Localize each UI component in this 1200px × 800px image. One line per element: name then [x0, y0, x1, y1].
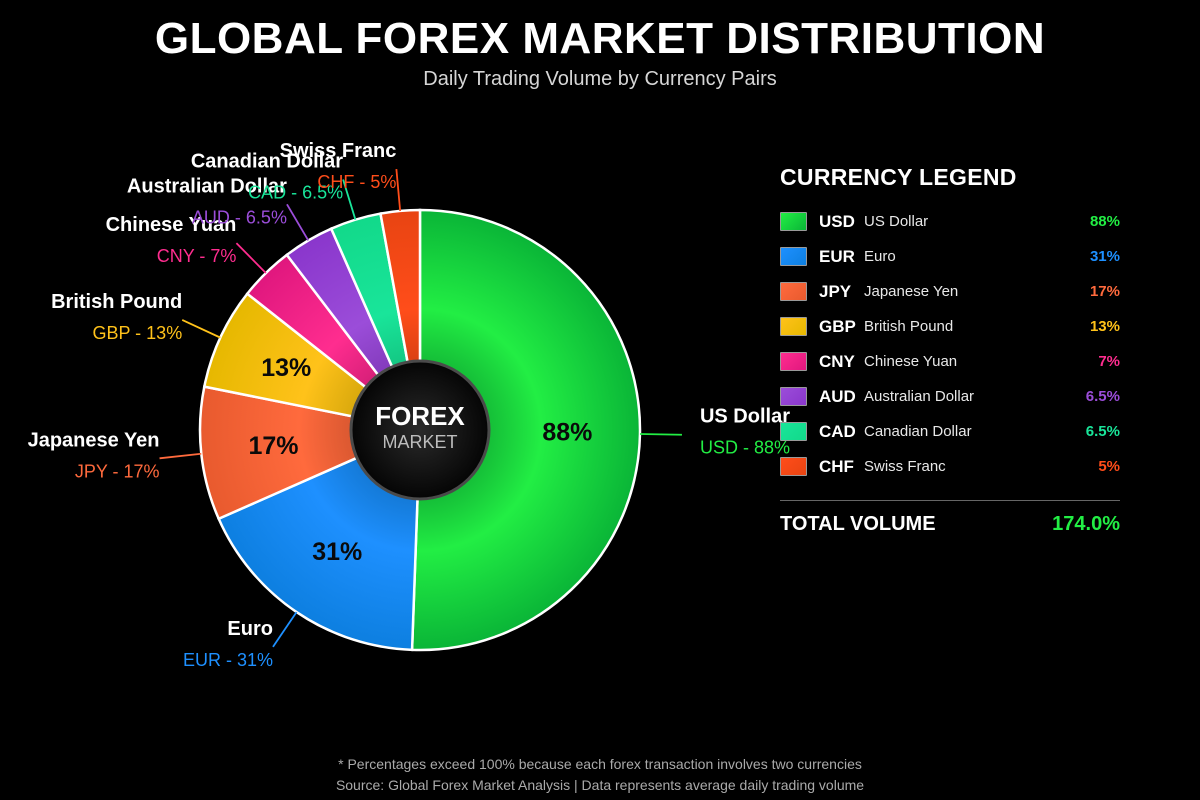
legend-currency-name: Japanese Yen	[864, 283, 959, 300]
legend-swatch	[780, 317, 807, 336]
leader-line-usd	[639, 433, 682, 436]
leader-lines	[159, 168, 682, 648]
legend-percentage: 6.5%	[1085, 423, 1120, 440]
donut-center: FOREX MARKET	[349, 359, 491, 501]
legend-item-gbp: GBP British Pound 13%	[780, 309, 1120, 344]
footer-note: * Percentages exceed 100% because each f…	[338, 756, 862, 772]
outer-label-value: JPY - 17%	[75, 461, 160, 481]
leader-line-cny	[235, 242, 267, 274]
outer-label-value: EUR - 31%	[183, 650, 273, 670]
leader-line-cad	[342, 179, 357, 220]
legend-currency-name: Swiss Franc	[864, 458, 946, 475]
legend-percentage: 13%	[1089, 318, 1120, 335]
center-hole	[349, 359, 491, 501]
outer-label-name: US Dollar	[700, 406, 790, 428]
chart-title: GLOBAL FOREX MARKET DISTRIBUTION	[154, 14, 1046, 63]
outer-label-value: CNY - 7%	[157, 246, 237, 266]
legend-code: CHF	[819, 456, 854, 476]
leader-line-gbp	[181, 319, 221, 339]
footer: * Percentages exceed 100% because each f…	[0, 754, 1200, 796]
legend-percentage: 7%	[1098, 353, 1120, 370]
total-volume-label: TOTAL VOLUME	[780, 513, 936, 535]
legend-item-jpy: JPY Japanese Yen 17%	[780, 274, 1120, 309]
legend-percentage: 6.5%	[1085, 388, 1120, 405]
legend-title: CURRENCY LEGEND	[780, 164, 1017, 190]
legend-currency-name: Chinese Yuan	[864, 353, 958, 370]
pie-slices	[198, 208, 642, 652]
legend-percentage: 88%	[1089, 213, 1120, 230]
legend-currency-name: Australian Dollar	[864, 388, 975, 405]
legend-divider	[780, 500, 1120, 501]
legend-percentage: 17%	[1089, 283, 1120, 300]
legend-item-chf: CHF Swiss Franc 5%	[780, 449, 1120, 484]
legend-code: EUR	[819, 246, 855, 266]
leader-line-chf	[395, 168, 402, 211]
outer-label-value: USD - 88%	[700, 438, 790, 458]
legend-code: JPY	[819, 281, 852, 301]
total-volume-value: 174.0%	[1052, 513, 1120, 535]
outer-label-value: GBP - 13%	[92, 323, 182, 343]
center-label-sub: MARKET	[382, 432, 457, 452]
legend-currency-name: Euro	[864, 248, 896, 265]
legend-currency-name: Canadian Dollar	[864, 423, 972, 440]
legend-item-aud: AUD Australian Dollar 6.5%	[780, 379, 1120, 414]
legend-item-usd: USD US Dollar 88%	[780, 204, 1120, 239]
legend-code: GBP	[819, 316, 856, 336]
outer-label-name: Australian Dollar	[127, 175, 287, 197]
legend-swatch	[780, 212, 807, 231]
legend-code: AUD	[819, 386, 856, 406]
chart-subtitle: Daily Trading Volume by Currency Pairs	[423, 68, 777, 90]
center-label-main: FOREX	[375, 401, 465, 431]
leader-line-jpy	[159, 452, 202, 460]
legend-swatch	[780, 282, 807, 301]
slice-value-labels: 88% 31% 17% 13%	[248, 354, 592, 566]
footer-source: Source: Global Forex Market Analysis | D…	[335, 777, 865, 793]
slice-value-label: 17%	[248, 432, 298, 460]
legend-swatch	[780, 457, 807, 476]
legend-code: CAD	[819, 421, 856, 441]
legend-percentage: 31%	[1089, 248, 1120, 265]
slice-value-label: 13%	[261, 354, 311, 382]
legend-code: USD	[819, 211, 855, 231]
slice-outer-labels: US Dollar USD - 88% Euro EUR - 31% Japanese …	[28, 140, 791, 670]
legend-code: CNY	[819, 351, 855, 371]
legend-item-eur: EUR Euro 31%	[780, 239, 1120, 274]
outer-label-name: British Pound	[51, 291, 182, 313]
outer-label-name: Japanese Yen	[28, 429, 160, 451]
legend-swatch	[780, 352, 807, 371]
legend-percentage: 5%	[1098, 458, 1120, 475]
outer-label-value: CAD - 6.5%	[248, 183, 343, 203]
legend-currency-name: US Dollar	[864, 213, 929, 230]
leader-line-eur	[272, 611, 298, 648]
currency-legend: CURRENCY LEGEND USD US Dollar 88% EUR Euro 31…	[780, 164, 1120, 536]
outer-label-name: Swiss Franc	[280, 140, 397, 162]
legend-swatch	[780, 247, 807, 266]
leader-line-aud	[286, 203, 310, 241]
outer-label-value: AUD - 6.5%	[192, 207, 287, 227]
total-volume-row: TOTAL VOLUME 174.0%	[780, 513, 1120, 536]
legend-rows: USD US Dollar 88% EUR Euro 31% JPY Japanese Yen…	[780, 204, 1120, 484]
legend-swatch	[780, 387, 807, 406]
outer-label-name: Canadian Dollar	[191, 151, 343, 173]
legend-item-cny: CNY Chinese Yuan 7%	[780, 344, 1120, 379]
legend-item-cad: CAD Canadian Dollar 6.5%	[780, 414, 1120, 449]
outer-label-name: Euro	[227, 618, 273, 640]
outer-label-name: Chinese Yuan	[106, 214, 237, 236]
outer-label-value: CHF - 5%	[317, 172, 396, 192]
slice-value-label: 31%	[312, 538, 362, 566]
legend-currency-name: British Pound	[864, 318, 954, 335]
slice-value-label: 88%	[542, 419, 592, 447]
legend-swatch	[780, 422, 807, 441]
